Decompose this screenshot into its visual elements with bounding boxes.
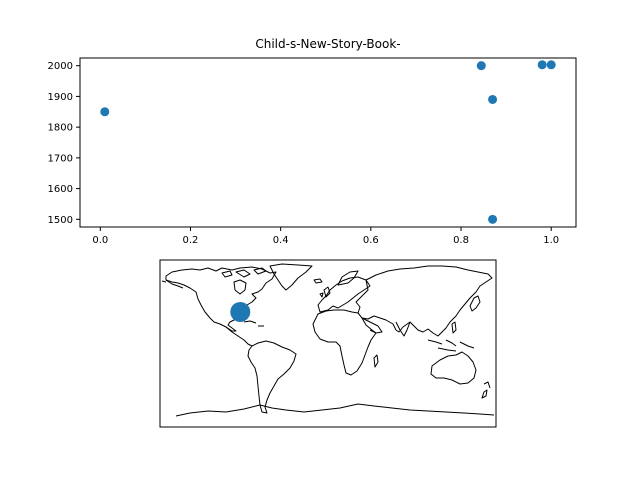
scatter-point-3 <box>488 214 498 224</box>
coastline-philippines <box>451 321 457 334</box>
coastline-india <box>395 321 411 337</box>
coastline-arabia <box>361 317 383 334</box>
y-tick-label-4: 1900 <box>48 92 73 103</box>
coastline-europe <box>317 276 371 313</box>
chart-title: Child-s-New-Story-Book- <box>255 37 400 51</box>
coastline-new-zealand <box>481 381 491 399</box>
map-markers <box>230 301 251 322</box>
scatter-chart: Child-s-New-Story-Book- 0.0 0.2 0.4 0.6 0.8 1… <box>48 37 577 246</box>
x-tick-label-2: 0.4 <box>273 235 289 246</box>
coastline-japan <box>469 295 481 312</box>
coastline-indonesia <box>427 339 475 352</box>
y-tick-label-3: 1800 <box>48 123 73 134</box>
coastline-iceland <box>313 278 323 284</box>
coastline-madagascar <box>373 354 379 368</box>
coastline-antarctica <box>175 403 495 417</box>
x-axis: 0.0 0.2 0.4 0.6 0.8 1.0 <box>92 227 559 246</box>
x-tick-label-5: 1.0 <box>543 235 559 246</box>
map-frame <box>159 259 497 428</box>
scatter-points <box>100 60 556 224</box>
x-tick-label-4: 0.8 <box>453 235 469 246</box>
scatter-point-0 <box>100 107 110 117</box>
scatter-point-1 <box>476 61 486 71</box>
coastline-central-america <box>225 326 253 347</box>
x-tick-label-0: 0.0 <box>92 235 108 246</box>
coastline-scandinavia <box>337 270 359 286</box>
plot-area-frame <box>79 57 577 228</box>
y-axis: 1500 1600 1700 1800 1900 2000 <box>48 61 80 226</box>
coastline-greenland <box>269 263 313 291</box>
coastline-asia <box>355 265 493 337</box>
coastline-alaska <box>161 279 184 289</box>
y-tick-label-0: 1500 <box>48 215 73 226</box>
map-marker-0 <box>230 301 251 322</box>
scatter-point-5 <box>546 60 556 70</box>
x-tick-label-1: 0.2 <box>183 235 199 246</box>
world-map <box>159 259 497 428</box>
y-tick-label-1: 1600 <box>48 184 73 195</box>
coastline-hudson-bay <box>233 279 247 295</box>
scatter-point-4 <box>537 60 547 70</box>
y-tick-label-5: 2000 <box>48 61 73 72</box>
x-tick-label-3: 0.6 <box>363 235 379 246</box>
coastline-caribbean <box>243 320 264 327</box>
coastline-africa <box>312 309 377 376</box>
coastline-australia <box>430 351 477 385</box>
y-tick-label-2: 1700 <box>48 153 73 164</box>
coastline-arctic-islands <box>221 267 267 278</box>
scatter-point-2 <box>488 94 498 104</box>
coastline-british-isles <box>319 286 331 298</box>
coastline-south-america <box>247 340 297 414</box>
